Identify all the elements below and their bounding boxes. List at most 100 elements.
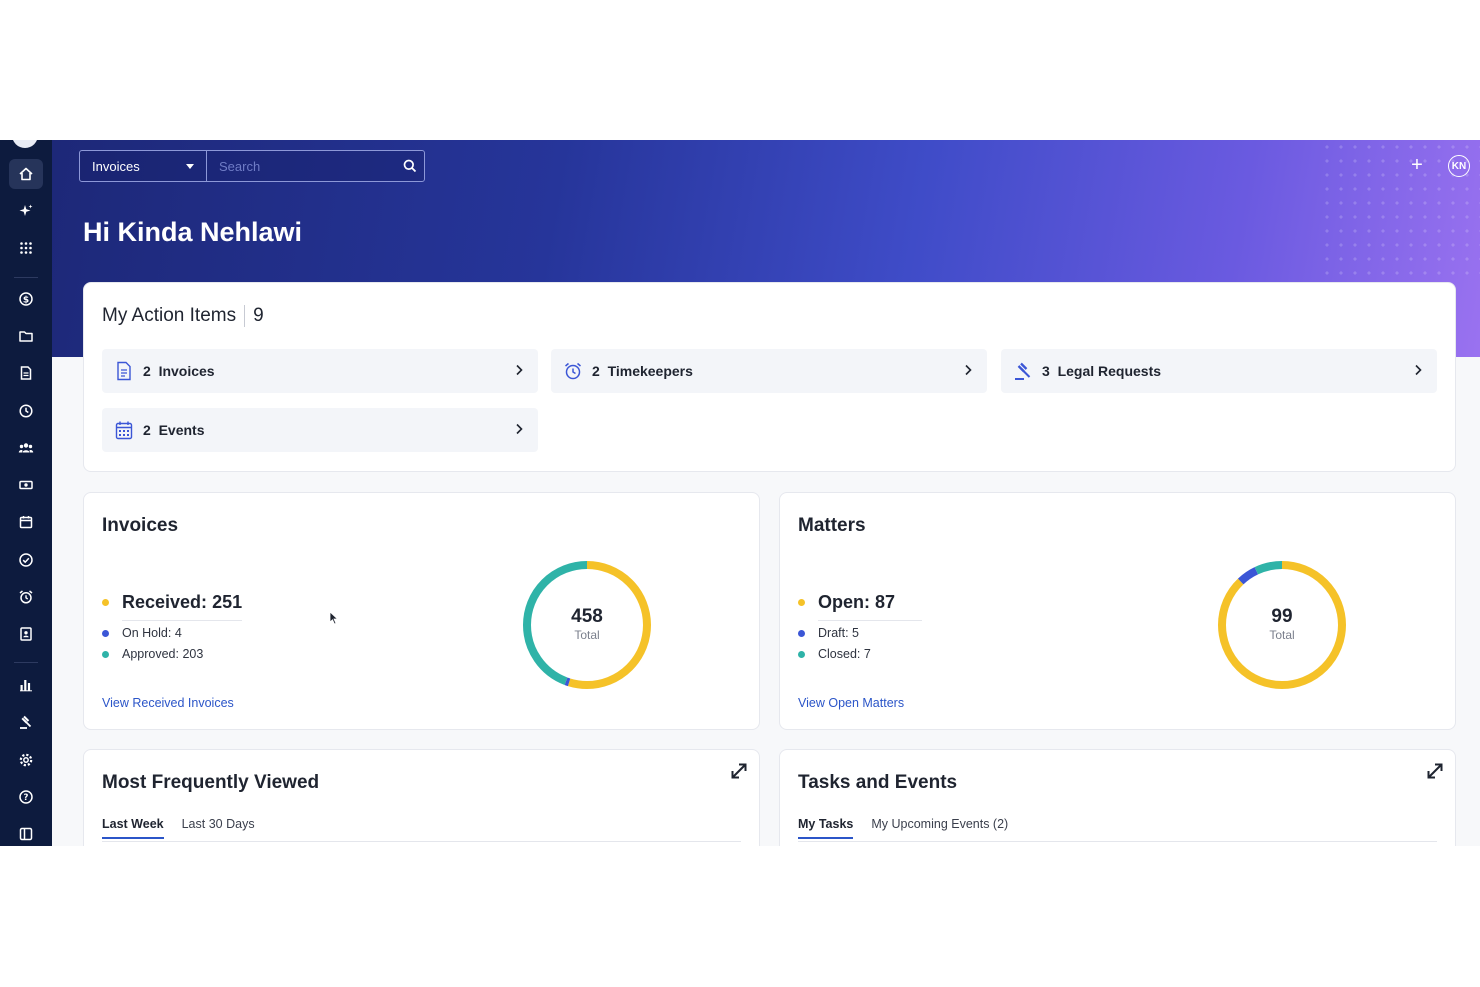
contacts-icon[interactable] xyxy=(9,619,43,649)
action-item-events[interactable]: 2 Events xyxy=(102,408,538,452)
matters-closed-stat: Closed: 7 xyxy=(798,647,871,661)
svg-text:?: ? xyxy=(24,793,29,803)
legend-dot xyxy=(798,629,805,637)
add-icon[interactable]: + xyxy=(1411,154,1423,176)
money-icon[interactable] xyxy=(9,470,43,500)
legend-label: On Hold: xyxy=(122,626,172,640)
home-icon[interactable] xyxy=(9,159,43,189)
gavel-icon[interactable] xyxy=(9,707,43,737)
tasks-events-title: Tasks and Events xyxy=(798,772,958,793)
tab-my-tasks[interactable]: My Tasks xyxy=(798,817,854,839)
donut-segment-closed[interactable] xyxy=(1218,561,1346,689)
svg-text:$: $ xyxy=(23,295,29,305)
legend-value: 7 xyxy=(863,647,871,661)
most-viewed-tabs: Last Week Last 30 Days xyxy=(102,817,273,839)
chevron-right-icon xyxy=(965,364,972,376)
sparkle-icon[interactable] xyxy=(9,196,43,226)
donut-segment-approved[interactable] xyxy=(523,561,651,689)
chevron-right-icon xyxy=(516,364,523,376)
caret-down-icon xyxy=(186,164,195,169)
tab-last-30-days[interactable]: Last 30 Days xyxy=(181,817,255,831)
document-icon[interactable] xyxy=(9,358,43,388)
expand-icon[interactable] xyxy=(1425,761,1445,781)
title-divider xyxy=(244,305,246,327)
most-viewed-title: Most Frequently Viewed xyxy=(102,772,320,793)
history-icon[interactable] xyxy=(9,396,43,426)
view-received-invoices-link[interactable]: View Received Invoices xyxy=(102,696,234,710)
invoices-approved-stat: Approved: 203 xyxy=(102,647,203,661)
matters-donut-chart: 99 Total xyxy=(1218,561,1346,689)
invoices-donut-chart: 458 Total xyxy=(523,561,651,689)
mouse-cursor-icon xyxy=(329,611,339,625)
action-items-card: My Action Items 9 2 Invoices 2 Timekeepe… xyxy=(83,282,1456,472)
expand-icon[interactable] xyxy=(729,761,749,781)
global-search: Invoices xyxy=(79,150,425,182)
action-items-title: My Action Items xyxy=(102,305,237,326)
chevron-right-icon xyxy=(1415,364,1422,376)
tasks-events-card: Tasks and Events My Tasks My Upcoming Ev… xyxy=(779,749,1456,846)
help-icon[interactable]: ? xyxy=(9,782,43,812)
donut-total-value: 458 xyxy=(571,606,603,627)
search-category-select[interactable]: Invoices xyxy=(80,151,208,181)
check-circle-icon[interactable] xyxy=(9,545,43,575)
sidebar-divider xyxy=(14,277,38,278)
legend-divider xyxy=(818,620,922,621)
legend-value: 5 xyxy=(852,626,859,640)
bar-chart-icon[interactable] xyxy=(9,670,43,700)
avatar[interactable]: KN xyxy=(1448,155,1470,177)
tab-upcoming-events[interactable]: My Upcoming Events (2) xyxy=(871,817,1009,831)
legend-dot xyxy=(798,650,805,658)
donut-total-value: 99 xyxy=(1271,606,1292,627)
app-window: $ xyxy=(0,140,1480,846)
tab-last-week[interactable]: Last Week xyxy=(102,817,164,839)
logo-icon xyxy=(12,140,38,148)
legend-value: 87 xyxy=(875,592,896,612)
donut-segments xyxy=(1218,561,1346,689)
action-items-header: My Action Items 9 xyxy=(102,305,264,327)
matters-open-stat: Open: 87 xyxy=(798,592,895,613)
legend-label: Approved: xyxy=(122,647,179,661)
legend-label: Received: xyxy=(122,592,208,612)
action-item-legal-requests[interactable]: 3 Legal Requests xyxy=(1001,349,1437,393)
tasks-events-tabs: My Tasks My Upcoming Events (2) xyxy=(798,817,1026,839)
matters-draft-stat: Draft: 5 xyxy=(798,626,859,640)
view-open-matters-link[interactable]: View Open Matters xyxy=(798,696,905,710)
donut-segments xyxy=(523,561,651,689)
people-icon[interactable] xyxy=(9,433,43,463)
legend-divider xyxy=(122,620,242,621)
legend-dot xyxy=(102,599,109,606)
legend-value: 251 xyxy=(212,592,243,612)
legend-value: 203 xyxy=(182,647,204,661)
apps-grid-icon[interactable] xyxy=(9,233,43,263)
alarm-icon[interactable] xyxy=(9,582,43,612)
invoices-card: Invoices Received: 251 On Hold: 4 Approv… xyxy=(83,492,760,730)
gear-icon[interactable] xyxy=(9,745,43,775)
legend-dot xyxy=(102,650,109,658)
action-item-label: 2 Timekeepers xyxy=(592,363,693,379)
legend-value: 4 xyxy=(174,626,182,640)
folder-icon[interactable] xyxy=(9,321,43,351)
legend-label: Closed: xyxy=(818,647,861,661)
chevron-right-icon xyxy=(516,423,523,435)
sidebar-divider xyxy=(14,662,38,663)
action-item-timekeepers[interactable]: 2 Timekeepers xyxy=(551,349,987,393)
calendar-icon[interactable] xyxy=(9,507,43,537)
legend-label: Open: xyxy=(818,592,870,612)
alarm-clock-icon xyxy=(563,361,583,381)
action-items-count: 9 xyxy=(253,305,264,326)
action-item-label: 2 Invoices xyxy=(143,363,215,379)
panel-toggle-icon[interactable] xyxy=(9,819,43,846)
page-greeting: Hi Kinda Nehlawi xyxy=(83,217,303,247)
tab-divider xyxy=(102,841,741,842)
matters-title: Matters xyxy=(798,515,866,536)
search-input[interactable] xyxy=(207,151,396,181)
invoices-received-stat: Received: 251 xyxy=(102,592,242,613)
sidebar: $ xyxy=(0,140,52,846)
action-item-invoices[interactable]: 2 Invoices xyxy=(102,349,538,393)
donut-total-label: Total xyxy=(574,628,599,642)
tab-divider xyxy=(798,841,1437,842)
legend-dot xyxy=(102,629,109,637)
dollar-icon[interactable]: $ xyxy=(9,284,43,314)
search-icon[interactable] xyxy=(395,151,424,181)
legend-dot xyxy=(798,599,805,606)
